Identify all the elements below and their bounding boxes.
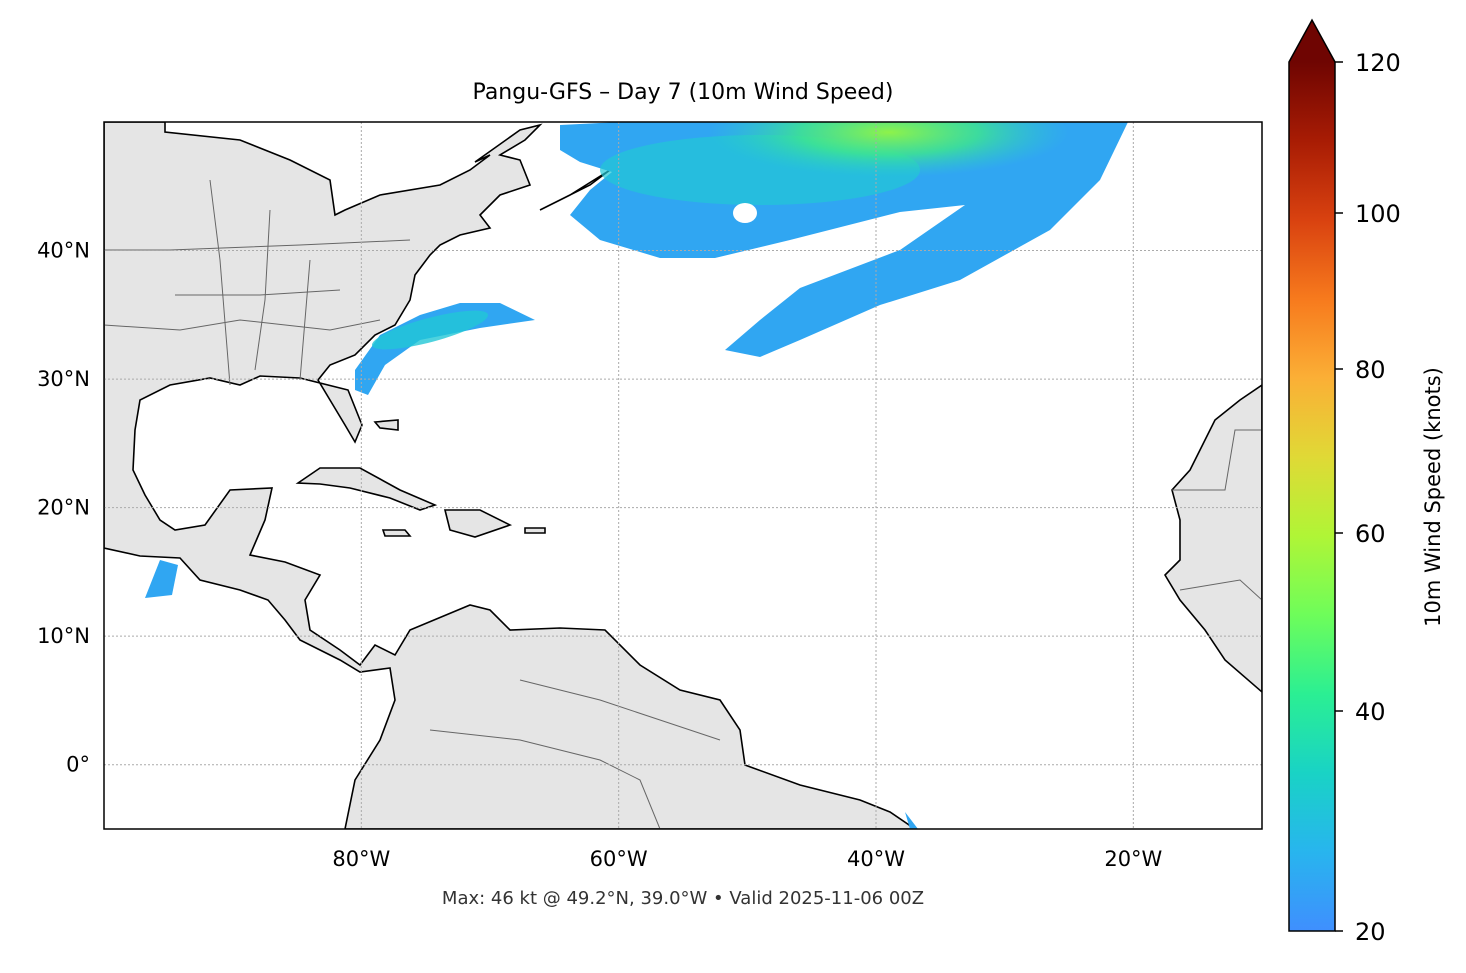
colorbar-tick-label: 120 [1355,49,1401,77]
border-line [299,259,311,381]
colorbar-tick-label: 20 [1355,918,1386,946]
wind-speed-field [145,122,1128,829]
wind-gulf-stream-band [355,303,535,395]
lon-label: 60°W [590,847,648,871]
land-cuba [295,467,438,511]
lat-label: 10°N [37,624,90,648]
colorbar-outline [1288,18,1336,932]
colorbar-tick-label: 80 [1355,356,1386,384]
border-line [519,679,721,741]
colorbar-extend-arrow [1289,20,1335,62]
border-line [104,319,381,331]
lat-label: 40°N [37,239,90,263]
border-line [1172,429,1262,491]
wind-equatorial-blob [905,812,918,829]
land-puerto-rico [524,527,546,534]
longitude-labels: 80°W 60°W 40°W 20°W [332,847,1162,871]
land-jamaica [381,529,412,537]
lon-label: 20°W [1104,847,1162,871]
lon-label: 80°W [332,847,390,871]
land-bahamas [373,419,399,431]
wind-moderate-zone [371,310,489,350]
lon-label: 40°W [847,847,905,871]
colorbar: 20 40 60 80 100 120 10m Wind Speed (knot… [1288,18,1445,946]
lat-label: 0° [66,753,90,777]
colorbar-tick-label: 40 [1355,698,1386,726]
lat-label: 30°N [37,367,90,391]
wind-field-gap [733,203,757,223]
colorbar-gradient [1289,62,1335,931]
wind-max-zone [708,122,1069,178]
wind-pacific-blob [145,560,178,598]
border-line [1179,579,1262,601]
land-hispaniola [443,509,513,538]
lat-label: 20°N [37,496,90,520]
latitude-labels: 40°N 30°N 20°N 10°N 0° [37,239,90,777]
footer-info: Max: 46 kt @ 49.2°N, 39.0°W • Valid 2025… [442,888,924,909]
country-borders [104,179,1262,829]
colorbar-label: 10m Wind Speed (knots) [1421,367,1445,627]
land-africa [1163,384,1262,694]
colorbar-tick-label: 60 [1355,520,1386,548]
border-line [429,729,661,829]
border-line [104,239,411,251]
border-line [254,209,271,371]
gridlines [104,122,1262,829]
colorbar-tick-label: 100 [1355,200,1401,228]
map-frame [103,121,1263,830]
chart-title: Pangu-GFS – Day 7 (10m Wind Speed) [473,80,894,105]
border-line [209,179,231,386]
border-line [175,289,341,296]
